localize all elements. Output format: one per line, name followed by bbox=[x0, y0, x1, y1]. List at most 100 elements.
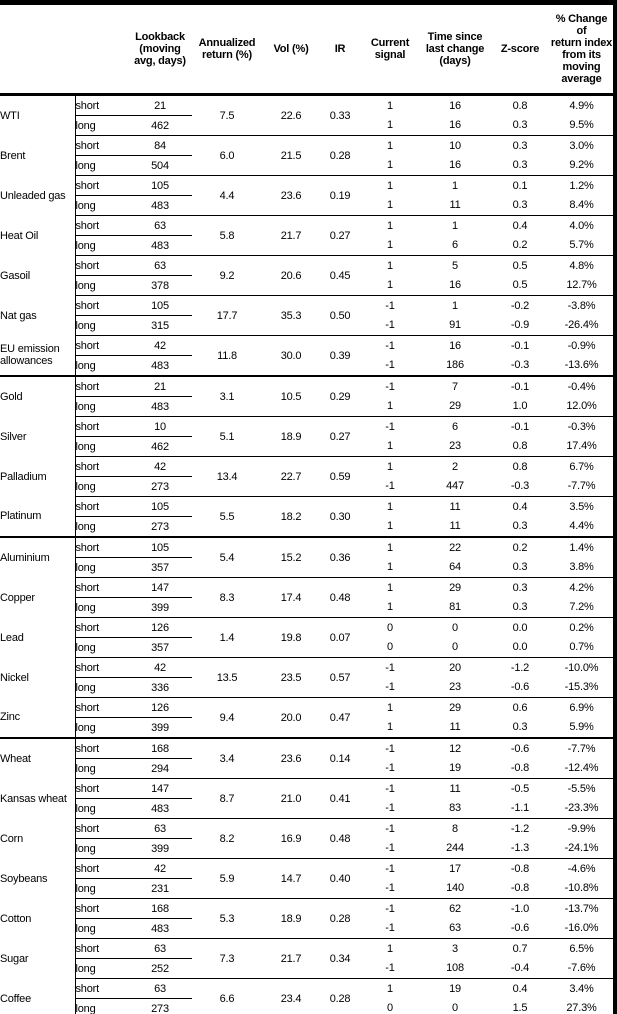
commodity-name-cell: Coffee bbox=[0, 992, 32, 1005]
header-row: Lookback (moving avg, days) Annualized r… bbox=[0, 5, 613, 96]
time-since-cell: 91 bbox=[420, 315, 490, 336]
leg-cell: short bbox=[74, 94, 128, 116]
leg-cell: long bbox=[74, 195, 128, 216]
time-since-cell: 23 bbox=[420, 677, 490, 698]
commodity-row-short: Soybeans short 42 5.9 14.7 0.40 -1 17 -0.8 -4.6% bbox=[0, 858, 613, 899]
leg-cell: long bbox=[74, 758, 128, 779]
signal-cell: 1 bbox=[360, 557, 420, 578]
time-since-cell: 5 bbox=[452, 259, 458, 272]
commodity-signals-table: Lookback (moving avg, days) Annualized r… bbox=[0, 5, 613, 1014]
lookback-cell: 462 bbox=[128, 436, 192, 457]
commodity-row-short: Kansas wheat short 147 8.7 21.0 0.41 -1 11 -0.5-… bbox=[0, 778, 613, 819]
pct-change-cell: 1.2% bbox=[569, 179, 594, 192]
pct-change-cell: 3.4% bbox=[569, 982, 594, 995]
vol-cell: 18.2 bbox=[262, 496, 320, 538]
zscore-cell: -0.2 bbox=[510, 299, 530, 312]
signal-cell: -1 bbox=[360, 315, 420, 336]
time-since-cell: 140 bbox=[420, 878, 490, 899]
leg-cell: short bbox=[74, 496, 128, 517]
commodity-name-cell: Silver bbox=[0, 430, 27, 443]
annualized-return-cell: 7.3 bbox=[192, 938, 262, 979]
lookback-cell: 273 bbox=[128, 516, 192, 538]
lookback-cell: 336 bbox=[128, 677, 192, 698]
signal-cell: 1 bbox=[360, 115, 420, 136]
signal-cell: 1 bbox=[387, 581, 393, 594]
lookback-cell: 483 bbox=[128, 195, 192, 216]
leg-cell: short bbox=[74, 978, 128, 999]
signal-cell: 1 bbox=[387, 982, 393, 995]
pct-change-cell: -26.4% bbox=[550, 315, 613, 336]
annualized-return-cell: 13.4 bbox=[192, 456, 262, 497]
zscore-cell: 1.5 bbox=[490, 998, 550, 1014]
time-since-cell: 8 bbox=[452, 822, 458, 835]
leg-cell: short bbox=[74, 697, 128, 718]
leg-cell: short bbox=[74, 335, 128, 356]
zscore-cell: -0.4 bbox=[490, 958, 550, 979]
pct-change-cell: -13.6% bbox=[550, 355, 613, 377]
signal-cell: -1 bbox=[385, 420, 395, 433]
time-since-cell: 186 bbox=[420, 355, 490, 377]
ir-cell: 0.29 bbox=[320, 375, 360, 417]
signal-cell: 1 bbox=[360, 195, 420, 216]
commodity-name-cell: Unleaded gas bbox=[0, 189, 66, 202]
lookback-cell: 168 bbox=[128, 737, 192, 759]
leg-cell: short bbox=[74, 737, 128, 759]
ir-cell: 0.39 bbox=[320, 335, 360, 377]
zscore-cell: 0.8 bbox=[512, 99, 528, 112]
vol-cell: 22.7 bbox=[262, 456, 320, 497]
leg-cell: short bbox=[74, 416, 128, 437]
commodity-row-short: Aluminium short 105 5.4 15.2 0.36 1 22 0.2 1.4% bbox=[0, 536, 613, 578]
time-since-cell: 447 bbox=[420, 476, 490, 497]
zscore-cell: -0.8 bbox=[490, 758, 550, 779]
signal-cell: -1 bbox=[360, 878, 420, 899]
pct-change-cell: -0.9% bbox=[567, 339, 596, 352]
lookback-cell: 63 bbox=[128, 978, 192, 999]
time-since-cell: 16 bbox=[420, 115, 490, 136]
signal-cell: -1 bbox=[360, 758, 420, 779]
signal-cell: 0 bbox=[387, 621, 393, 634]
commodity-row-short: Silver short 10 5.1 18.9 0.27 -1 6 -0.1 -0.3% bbox=[0, 416, 613, 457]
vol-cell: 21.7 bbox=[262, 215, 320, 256]
commodity-row-long: long 483 1 11 0.3 8.4% bbox=[0, 195, 613, 216]
lookback-cell: 504 bbox=[128, 155, 192, 176]
time-since-cell: 19 bbox=[420, 758, 490, 779]
pct-change-cell: 8.4% bbox=[550, 195, 613, 216]
annualized-return-cell: 5.4 bbox=[192, 536, 262, 578]
vol-cell: 35.3 bbox=[262, 295, 320, 336]
lookback-cell: 273 bbox=[128, 476, 192, 497]
commodity-row-long: long 399 1 11 0.3 5.9% bbox=[0, 717, 613, 739]
leg-cell: short bbox=[74, 295, 128, 316]
lookback-cell: 357 bbox=[128, 637, 192, 658]
commodity-row-short: Palladium short 42 13.4 22.7 0.59 1 2 0.8 6.7% bbox=[0, 456, 613, 497]
time-since-cell: 0 bbox=[420, 637, 490, 658]
zscore-cell: -0.3 bbox=[490, 355, 550, 377]
vol-cell: 15.2 bbox=[262, 536, 320, 578]
leg-cell: short bbox=[74, 215, 128, 236]
vol-cell: 20.6 bbox=[262, 255, 320, 296]
signal-cell: 1 bbox=[360, 597, 420, 618]
commodity-row-short: Copper short 147 8.3 17.4 0.48 1 29 0.3 4.2% bbox=[0, 577, 613, 618]
zscore-cell: 1.0 bbox=[490, 396, 550, 417]
commodity-name-cell: Aluminium bbox=[0, 536, 75, 578]
leg-cell: short bbox=[74, 255, 128, 276]
commodity-row-short: Platinum short 105 5.5 18.2 0.30 1 11 0.4 3.5% bbox=[0, 496, 613, 538]
lookback-cell: 63 bbox=[128, 938, 192, 959]
commodity-name-cell: Nickel bbox=[0, 671, 29, 684]
time-since-cell: 17 bbox=[449, 862, 461, 875]
signal-cell: 1 bbox=[360, 396, 420, 417]
pct-change-cell: 6.5% bbox=[569, 942, 594, 955]
ir-cell: 0.36 bbox=[320, 536, 360, 578]
pct-change-cell: -0.4% bbox=[550, 375, 613, 397]
signal-cell: 1 bbox=[387, 219, 393, 232]
vol-cell: 23.6 bbox=[262, 175, 320, 216]
lookback-cell: 147 bbox=[128, 577, 192, 598]
commodity-name-cell: Soybeans bbox=[0, 872, 48, 885]
annualized-return-cell: 11.8 bbox=[192, 335, 262, 377]
time-since-cell: 1 bbox=[452, 299, 458, 312]
commodity-name-cell: Palladium bbox=[0, 470, 47, 483]
commodity-row-short: Zinc short 126 9.4 20.0 0.47 1 29 0.6 6.9% bbox=[0, 697, 613, 739]
time-since-cell: 63 bbox=[420, 918, 490, 939]
zscore-cell: -0.9 bbox=[490, 315, 550, 336]
leg-cell: short bbox=[74, 657, 128, 678]
leg-cell: short bbox=[74, 938, 128, 959]
